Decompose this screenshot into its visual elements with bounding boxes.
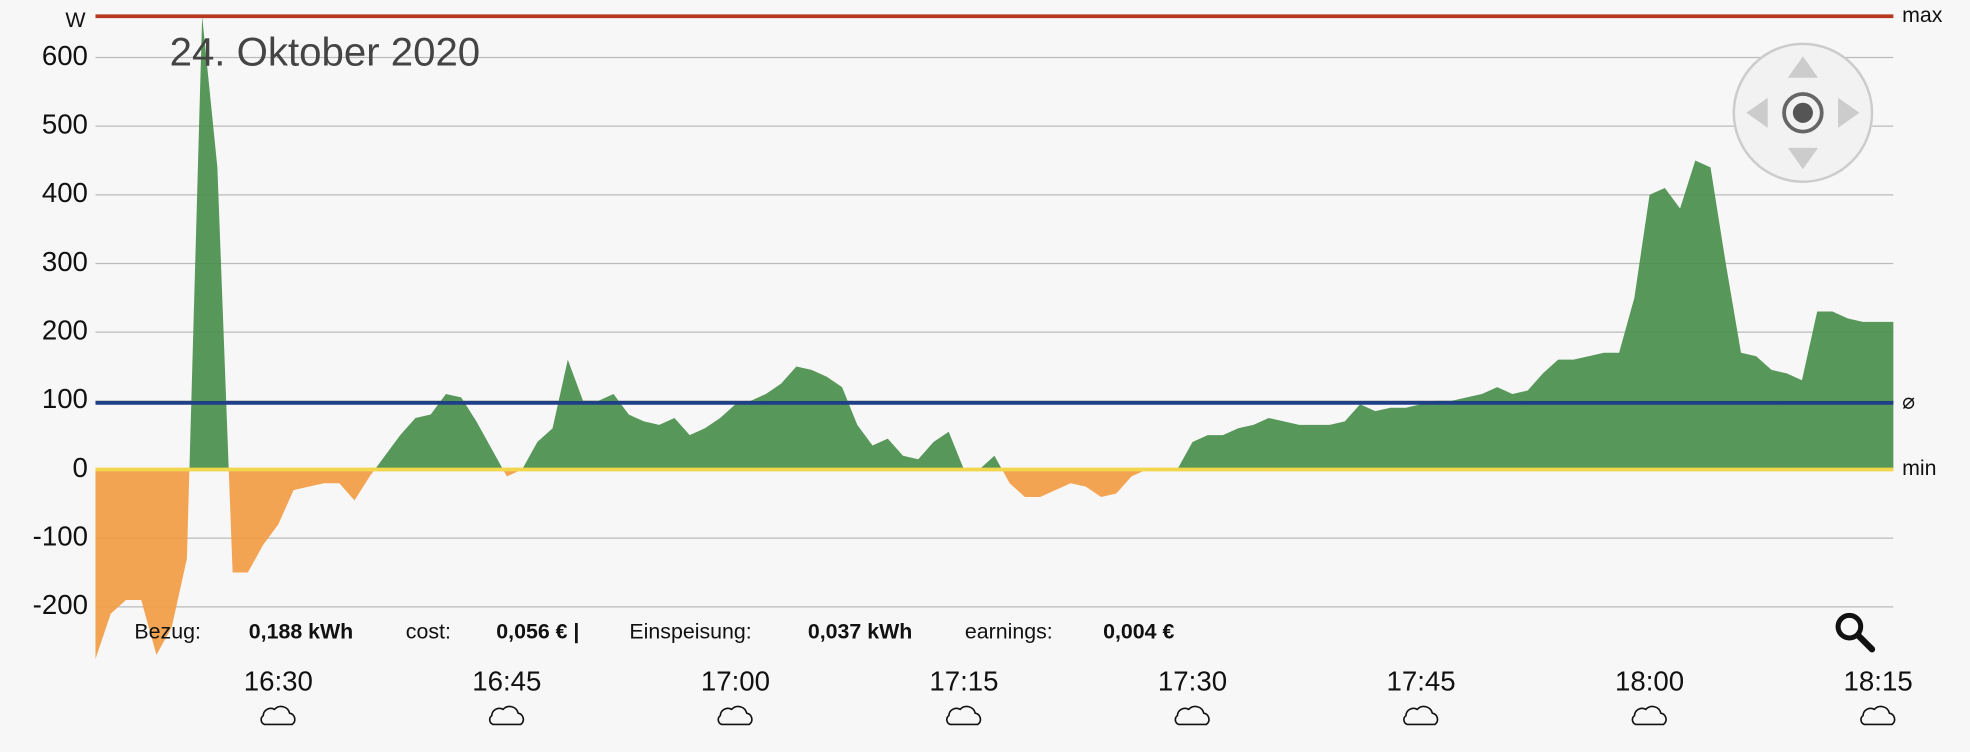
reference-label: ⌀	[1902, 390, 1915, 414]
x-tick-label: 17:00	[701, 665, 770, 696]
reference-label: min	[1902, 456, 1936, 480]
y-tick-label: -200	[33, 589, 88, 620]
y-tick-label: -100	[33, 520, 88, 551]
weather-icon	[717, 705, 753, 726]
zoom-button[interactable]	[1835, 612, 1876, 653]
stat-label: cost:	[406, 620, 451, 644]
x-tick-label: 16:30	[244, 665, 313, 696]
stat-value: 0,056 € |	[496, 620, 579, 644]
weather-icon	[946, 705, 982, 726]
stat-value: 0,188 kWh	[249, 620, 353, 644]
area	[95, 16, 1894, 660]
y-tick-label: 300	[42, 246, 88, 277]
x-tick-label: 17:30	[1158, 665, 1227, 696]
reference-label: max	[1902, 3, 1943, 27]
weather-icon	[1860, 705, 1896, 726]
weather-icon	[1403, 705, 1439, 726]
x-tick-label: 16:45	[472, 665, 541, 696]
weather-icon	[260, 705, 296, 726]
stat-label: Bezug:	[134, 620, 200, 644]
stat-value: 0,004 €	[1103, 620, 1174, 644]
x-tick-label: 17:15	[929, 665, 998, 696]
pan-control[interactable]	[1732, 42, 1874, 183]
y-tick-label: 200	[42, 314, 88, 345]
weather-icon	[1631, 705, 1667, 726]
weather-icon	[488, 705, 525, 726]
x-tick-label: 18:00	[1615, 665, 1684, 696]
y-tick-label: 600	[42, 40, 88, 71]
weather-icon	[1174, 705, 1210, 726]
y-tick-label: 100	[42, 383, 88, 414]
stat-value: 0,037 kWh	[808, 620, 912, 644]
x-tick-label: 17:45	[1386, 665, 1455, 696]
stat-label: Einspeisung:	[629, 620, 751, 644]
y-tick-label: 500	[42, 108, 88, 139]
y-unit: W	[65, 8, 86, 32]
x-tick-label: 18:15	[1844, 665, 1913, 696]
stat-label: earnings:	[965, 620, 1053, 644]
y-tick-label: 400	[42, 177, 88, 208]
chart-title: 24. Oktober 2020	[170, 30, 481, 75]
y-tick-label: 0	[73, 452, 88, 483]
